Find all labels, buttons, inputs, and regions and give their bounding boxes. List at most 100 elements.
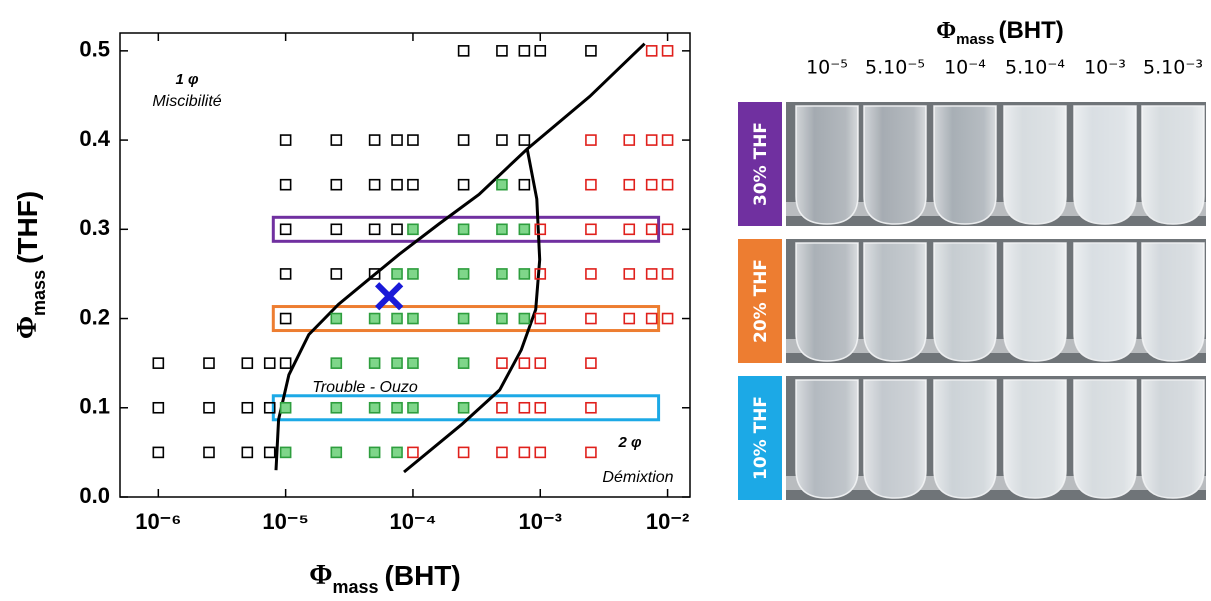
- point: [585, 268, 597, 280]
- point: [279, 223, 292, 236]
- boundary-curve: [274, 42, 646, 471]
- point: [368, 401, 381, 414]
- y-tick-label: 0.4: [79, 126, 110, 151]
- point: [585, 134, 597, 146]
- symbol: Φ: [936, 18, 956, 44]
- point: [623, 312, 636, 325]
- point: [496, 401, 508, 414]
- point: [263, 446, 276, 459]
- point: [263, 357, 276, 369]
- boundary-curve: [403, 148, 542, 474]
- point: [391, 268, 403, 280]
- point: [368, 357, 381, 369]
- point: [661, 223, 674, 236]
- x-tick-label: 10⁻²: [646, 509, 689, 534]
- tube-glare: [864, 106, 926, 224]
- annotation: 2 φ: [617, 434, 642, 451]
- point: [457, 178, 470, 191]
- tube-glare: [1142, 106, 1204, 224]
- point: [279, 357, 292, 369]
- point: [279, 401, 292, 414]
- point: [279, 312, 292, 325]
- x-tick-label: 10⁻³: [519, 509, 562, 534]
- tube-glare: [1004, 380, 1066, 498]
- tube-glare: [1074, 106, 1136, 224]
- point: [457, 223, 470, 236]
- point: [534, 446, 547, 459]
- point: [496, 312, 508, 325]
- row-label-box: [738, 376, 782, 500]
- point: [330, 446, 343, 459]
- point: [518, 268, 531, 280]
- point: [241, 357, 254, 369]
- point: [496, 45, 508, 57]
- point: [518, 134, 531, 146]
- point: [391, 178, 403, 191]
- point: [623, 268, 636, 280]
- point: [368, 223, 381, 236]
- point: [645, 178, 658, 191]
- tube-glare: [1142, 380, 1204, 498]
- x-axis-label: Φmass (BHT): [309, 560, 460, 596]
- column-label: 5.10⁻⁵: [865, 57, 925, 79]
- tube-glare: [934, 106, 996, 224]
- point: [585, 401, 597, 414]
- point: [496, 178, 508, 191]
- point: [407, 223, 419, 236]
- point: [407, 268, 419, 280]
- point: [368, 446, 381, 459]
- annotation: Trouble - Ouzo: [312, 379, 418, 396]
- point: [457, 134, 470, 146]
- point: [534, 45, 547, 57]
- point: [279, 268, 292, 280]
- highlight-box: [271, 215, 661, 243]
- row-label: 20% THF: [751, 259, 771, 343]
- column-label: 10⁻³: [1084, 57, 1126, 79]
- point: [623, 223, 636, 236]
- point: [152, 357, 165, 369]
- point: [457, 312, 470, 325]
- point: [368, 178, 381, 191]
- tube-glare: [1004, 243, 1066, 361]
- row-label-box: [738, 239, 782, 363]
- point: [496, 268, 508, 280]
- annotation: Miscibilité: [152, 93, 221, 110]
- point: [391, 446, 403, 459]
- label-text: (THF): [12, 191, 43, 264]
- point: [152, 446, 165, 459]
- point: [518, 446, 531, 459]
- point: [407, 357, 419, 369]
- tube-glare: [1074, 243, 1136, 361]
- point: [534, 357, 547, 369]
- point: [263, 401, 276, 414]
- point: [279, 178, 292, 191]
- point: [203, 401, 215, 414]
- point: [203, 357, 215, 369]
- x-tick-label: 10⁻⁶: [135, 509, 181, 534]
- y-tick-label: 0.0: [79, 483, 110, 508]
- point: [279, 446, 292, 459]
- point: [407, 401, 419, 414]
- tube-glare: [1004, 106, 1066, 224]
- point: [496, 446, 508, 459]
- point: [330, 401, 343, 414]
- label-text: (BHT): [385, 560, 461, 591]
- point: [645, 268, 658, 280]
- point: [368, 312, 381, 325]
- subscript: mass: [332, 577, 378, 597]
- point: [534, 312, 547, 325]
- point: [391, 312, 403, 325]
- point: [645, 223, 658, 236]
- highlight-box: [271, 305, 661, 333]
- point: [407, 134, 419, 146]
- column-label: 5.10⁻⁴: [1005, 57, 1065, 79]
- point: [457, 401, 470, 414]
- photo-title: Φmass (BHT): [936, 17, 1064, 48]
- point: [661, 134, 674, 146]
- point: [585, 223, 597, 236]
- cross-marker: [375, 282, 404, 311]
- label-text: (BHT): [998, 17, 1063, 44]
- point: [623, 178, 636, 191]
- point: [585, 45, 597, 57]
- point: [391, 223, 403, 236]
